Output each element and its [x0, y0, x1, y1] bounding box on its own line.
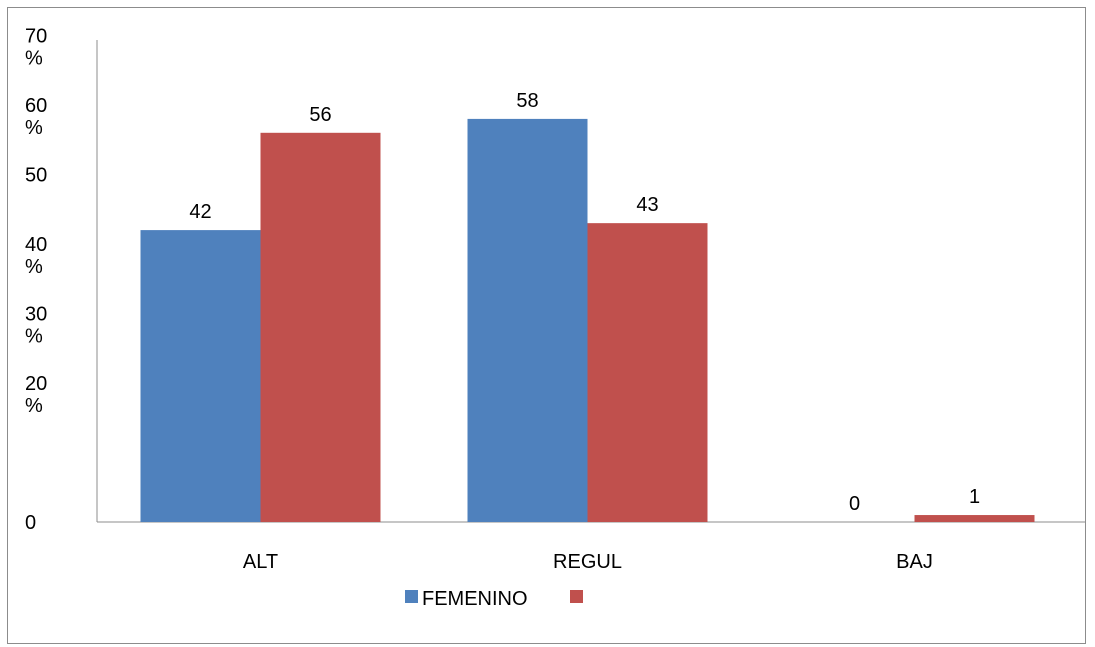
y-tick-label-line: 0: [25, 512, 36, 534]
y-tick-label-line: 20: [25, 373, 47, 395]
bar-regul-s1: [587, 223, 708, 522]
y-tick-label: 70%: [25, 26, 47, 70]
y-tick-label-line: %: [25, 395, 43, 417]
x-category-label: ALT: [243, 551, 278, 573]
data-label-regul-s0: 58: [516, 90, 538, 112]
bar-baj-s1: [914, 515, 1035, 522]
data-label-baj-s1: 1: [969, 486, 980, 508]
bar-regul-s0: [467, 118, 588, 523]
y-tick-label-line: 60: [25, 95, 47, 117]
y-tick-label-line: 40: [25, 234, 47, 256]
x-category-label: REGUL: [553, 551, 622, 573]
y-tick-label: 50: [25, 165, 47, 187]
y-tick-label-line: 70: [25, 26, 47, 48]
y-tick-label-line: %: [25, 256, 43, 278]
y-tick-label-line: %: [25, 48, 43, 70]
data-label-regul-s1: 43: [636, 194, 658, 216]
y-tick-label: 40%: [25, 234, 47, 278]
legend-swatch-s0: [405, 590, 418, 603]
legend-label-s0: FEMENINO: [422, 588, 528, 610]
bar-alt-s0: [140, 230, 261, 522]
y-tick-label: 30%: [25, 304, 47, 348]
bar-alt-s1: [260, 132, 381, 523]
y-tick-label: 0: [25, 512, 36, 534]
data-label-baj-s0: 0: [849, 493, 860, 515]
y-tick-label: 20%: [25, 373, 47, 417]
legend-swatch-s1: [570, 590, 583, 603]
x-category-label: BAJ: [896, 551, 933, 573]
y-tick-label-line: %: [25, 326, 43, 348]
y-tick-label: 60%: [25, 95, 47, 139]
data-label-alt-s1: 56: [309, 104, 331, 126]
y-tick-label-line: %: [25, 117, 43, 139]
y-tick-label-line: 30: [25, 304, 47, 326]
data-label-alt-s0: 42: [189, 201, 211, 223]
y-tick-label-line: 50: [25, 165, 47, 187]
